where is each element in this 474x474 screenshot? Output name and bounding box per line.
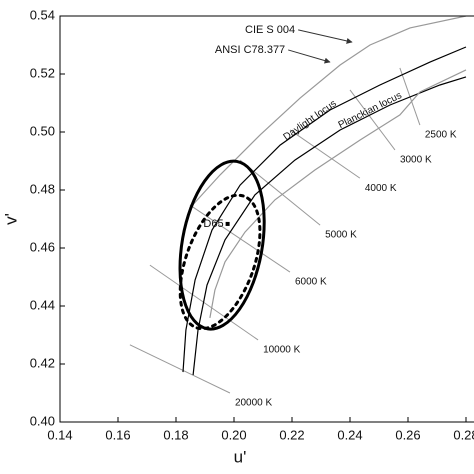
- isotherm: [289, 129, 361, 179]
- x-tick-label: 0.16: [105, 427, 130, 442]
- d65-marker: [225, 221, 230, 226]
- series-line: [182, 46, 467, 373]
- y-tick-label: 0.54: [30, 7, 55, 22]
- series-line: [189, 16, 467, 209]
- x-tick-label: 0.20: [221, 427, 246, 442]
- isotherm: [129, 344, 231, 394]
- x-tick-label: 0.28: [453, 427, 474, 442]
- d65-label: D65: [203, 218, 223, 230]
- x-tick-label: 0.18: [163, 427, 188, 442]
- y-tick-label: 0.40: [30, 413, 55, 428]
- ellipse: [178, 193, 262, 331]
- isotherm-label: 5000 K: [325, 230, 357, 241]
- isotherm-label: 20000 K: [235, 398, 273, 409]
- y-tick-label: 0.48: [30, 181, 55, 196]
- x-tick-label: 0.14: [47, 427, 72, 442]
- y-tick-label: 0.42: [30, 355, 55, 370]
- isotherm-label: 6000 K: [295, 277, 327, 288]
- y-tick-label: 0.50: [30, 123, 55, 138]
- x-axis-label: u': [234, 447, 247, 466]
- plot-frame: [59, 15, 474, 423]
- series-line: [209, 69, 467, 319]
- isotherm-label: 3000 K: [400, 155, 432, 166]
- x-tick-label: 0.24: [337, 427, 362, 442]
- annotation-arrow: [288, 49, 331, 64]
- annotation: CIE S 004: [245, 24, 295, 36]
- y-tick-label: 0.44: [30, 297, 55, 312]
- isotherm-label: 4000 K: [365, 183, 397, 194]
- annotation-arrow: [298, 29, 353, 44]
- x-tick-label: 0.26: [395, 427, 420, 442]
- series-line: [192, 76, 467, 376]
- isotherm-label: 10000 K: [263, 345, 301, 356]
- y-axis-label: v': [1, 213, 20, 225]
- annotation: ANSI C78.377: [215, 44, 285, 56]
- curve-label: Planckian locus: [337, 90, 404, 131]
- y-tick-label: 0.46: [30, 239, 55, 254]
- isotherm-label: 2500 K: [425, 130, 457, 141]
- x-tick-label: 0.22: [279, 427, 304, 442]
- isotherm: [349, 89, 396, 151]
- y-tick-label: 0.52: [30, 65, 55, 80]
